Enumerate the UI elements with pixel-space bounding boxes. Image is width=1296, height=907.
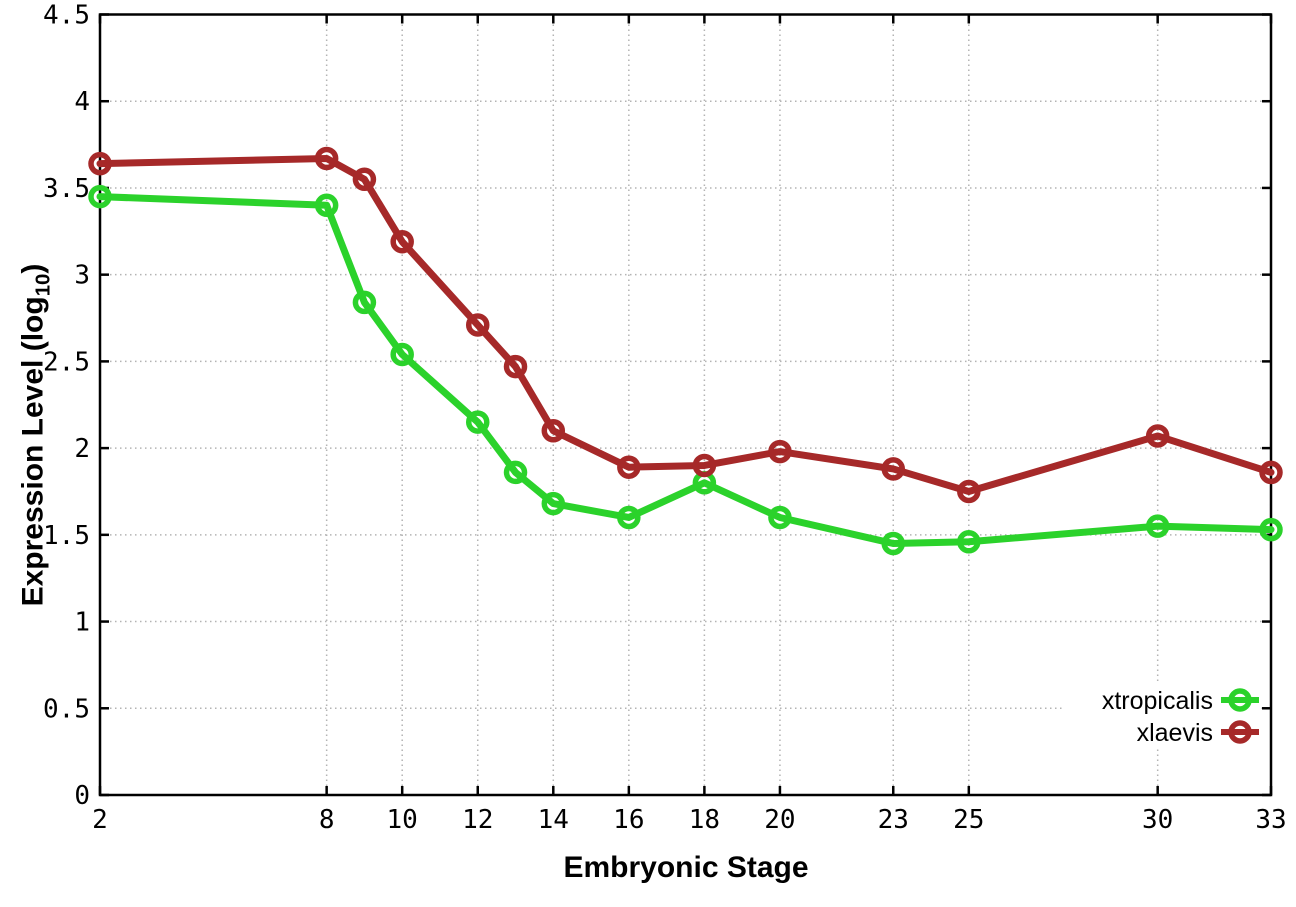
x-tick-label: 20	[764, 805, 795, 835]
x-tick-label: 2	[92, 805, 108, 835]
plot-border	[98, 13, 1273, 797]
y-tick-label: 3.5	[43, 174, 90, 204]
x-tick-label: 25	[953, 805, 984, 835]
y-axis-title-prefix: Expression Level (log	[16, 296, 50, 607]
data-point-xlaevis	[617, 455, 641, 479]
data-point-xtropicalis	[88, 184, 112, 209]
y-tick-label: 2	[74, 434, 90, 464]
data-point-xlaevis	[88, 151, 112, 176]
legend-background	[1063, 681, 1261, 749]
data-point-xlaevis	[465, 313, 490, 337]
legend-marker-xtropicalis	[1228, 688, 1252, 712]
data-point-xlaevis	[1259, 460, 1283, 485]
x-tick-label: 10	[387, 805, 418, 835]
data-point-xlaevis	[314, 146, 339, 171]
data-point-xlaevis	[881, 457, 906, 481]
y-tick-label: 0.5	[43, 694, 90, 724]
x-tick-label: 33	[1255, 805, 1286, 835]
data-point-xlaevis	[352, 167, 377, 192]
y-tick-label: 0	[74, 781, 90, 811]
data-point-xlaevis	[957, 479, 981, 504]
data-point-xlaevis	[390, 229, 414, 254]
x-tick-label: 16	[613, 805, 644, 835]
x-tick-label: 18	[689, 805, 720, 835]
series-line-xtropicalis	[96, 193, 1275, 548]
data-point-xlaevis	[768, 439, 792, 464]
y-tick-label: 4.5	[43, 1, 90, 31]
y-tick-label: 3	[74, 261, 90, 291]
y-tick-label: 1	[74, 608, 90, 638]
x-tick-label: 14	[538, 805, 569, 835]
y-tick-label: 1.5	[43, 521, 90, 551]
data-point-xtropicalis	[881, 531, 906, 556]
data-point-xtropicalis	[768, 505, 792, 530]
data-point-xlaevis	[1145, 424, 1170, 448]
data-point-xtropicalis	[1259, 517, 1283, 542]
y-axis-title-suffix: )	[16, 263, 50, 274]
data-point-xtropicalis	[957, 530, 981, 554]
x-tick-label: 8	[319, 805, 335, 835]
y-tick-label: 4	[74, 87, 90, 117]
data-point-xlaevis	[541, 419, 566, 443]
y-tick-label: 2.5	[43, 347, 90, 377]
y-axis-title: Expression Level (log10)	[16, 264, 55, 607]
data-point-xtropicalis	[617, 505, 641, 530]
x-tick-label: 12	[462, 805, 493, 835]
data-point-xtropicalis	[390, 342, 414, 367]
data-point-xlaevis	[503, 354, 528, 379]
series-line-xlaevis	[96, 154, 1275, 495]
data-point-xlaevis	[692, 453, 717, 478]
data-point-xtropicalis	[1145, 514, 1170, 538]
data-point-xtropicalis	[503, 460, 528, 485]
data-point-xtropicalis	[352, 290, 377, 315]
x-axis-title: Embryonic Stage	[563, 851, 809, 884]
legend-marker-xlaevis	[1228, 720, 1252, 744]
y-axis-title-subscript: 10	[32, 273, 55, 297]
data-point-xtropicalis	[465, 410, 490, 434]
data-point-xtropicalis	[541, 491, 566, 516]
legend-label-xlaevis: xlaevis	[1137, 719, 1213, 747]
x-tick-label: 23	[878, 805, 909, 835]
legend-label-xtropicalis: xtropicalis	[1102, 687, 1213, 715]
data-point-xtropicalis	[314, 193, 339, 218]
x-tick-label: 30	[1142, 805, 1173, 835]
